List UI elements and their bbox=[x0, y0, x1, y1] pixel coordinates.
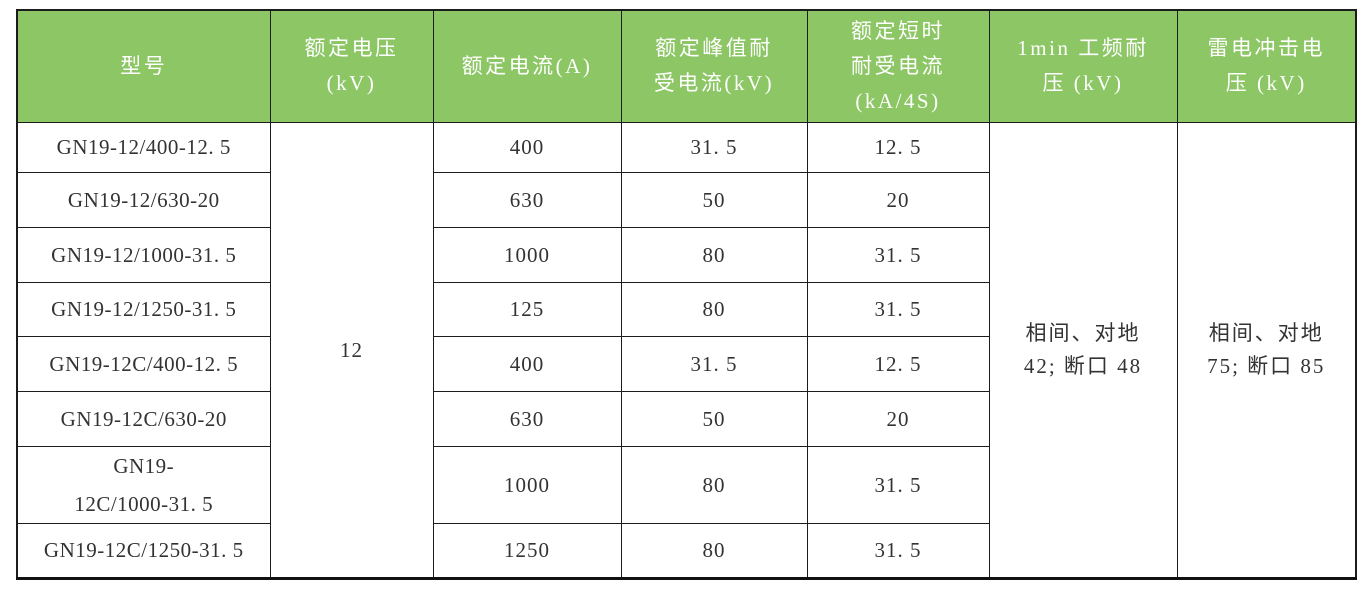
table-row: GN19-12C/1250-31. 5 1250 80 31. 5 bbox=[16, 522, 1356, 579]
rated-current-cell: 1000 bbox=[432, 226, 622, 283]
rated-current-cell: 630 bbox=[432, 171, 622, 228]
model-cell: GN19-12/1250-31. 5 bbox=[16, 281, 271, 337]
rated-current-cell: 125 bbox=[432, 281, 622, 337]
short-time-withstand-cell: 31. 5 bbox=[806, 226, 990, 283]
short-time-withstand-cell: 31. 5 bbox=[806, 281, 990, 337]
model-cell: GN19- 12C/1000-31. 5 bbox=[16, 445, 271, 524]
rated-current-cell: 400 bbox=[432, 335, 622, 392]
short-time-withstand-cell: 12. 5 bbox=[806, 121, 990, 173]
rated-current-cell: 1000 bbox=[432, 445, 622, 524]
peak-withstand-cell: 50 bbox=[620, 171, 808, 228]
rated-current-cell: 630 bbox=[432, 390, 622, 447]
rated-voltage-merged-cell: 12 bbox=[269, 121, 434, 579]
header-rated-current: 额定电流(A) bbox=[432, 9, 622, 123]
power-freq-merged-cell: 相间、对地 42; 断口 48 bbox=[988, 121, 1178, 579]
short-time-withstand-cell: 12. 5 bbox=[806, 335, 990, 392]
header-model: 型号 bbox=[16, 9, 271, 123]
header-lightning-impulse: 雷电冲击电 压 (kV) bbox=[1176, 9, 1357, 123]
table-row: GN19-12/630-20 630 50 20 bbox=[16, 171, 1356, 228]
header-row: 型号 额定电压 (kV) 额定电流(A) 额定峰值耐 受电流(kV) 额定短时 … bbox=[16, 9, 1357, 123]
table-row: GN19-12C/400-12. 5 400 31. 5 12. 5 bbox=[16, 335, 1356, 392]
peak-withstand-cell: 80 bbox=[620, 445, 808, 524]
header-peak-withstand: 额定峰值耐 受电流(kV) bbox=[620, 9, 808, 123]
model-cell: GN19-12/400-12. 5 bbox=[16, 121, 271, 173]
rated-current-cell: 400 bbox=[432, 121, 622, 173]
peak-withstand-cell: 80 bbox=[620, 226, 808, 283]
header-rated-voltage: 额定电压 (kV) bbox=[269, 9, 434, 123]
model-cell: GN19-12C/400-12. 5 bbox=[16, 335, 271, 392]
peak-withstand-cell: 50 bbox=[620, 390, 808, 447]
spec-table: 型号 额定电压 (kV) 额定电流(A) 额定峰值耐 受电流(kV) 额定短时 … bbox=[16, 9, 1357, 580]
table-row: GN19- 12C/1000-31. 5 1000 80 31. 5 bbox=[16, 445, 1356, 524]
short-time-withstand-cell: 20 bbox=[806, 390, 990, 447]
peak-withstand-cell: 80 bbox=[620, 522, 808, 579]
short-time-withstand-cell: 31. 5 bbox=[806, 445, 990, 524]
lightning-impulse-merged-cell: 相间、对地 75; 断口 85 bbox=[1176, 121, 1357, 579]
table-row: GN19-12C/630-20 630 50 20 bbox=[16, 390, 1356, 447]
peak-withstand-cell: 31. 5 bbox=[620, 121, 808, 173]
model-cell: GN19-12C/1250-31. 5 bbox=[16, 522, 271, 579]
peak-withstand-cell: 31. 5 bbox=[620, 335, 808, 392]
short-time-withstand-cell: 31. 5 bbox=[806, 522, 990, 579]
header-short-time-withstand: 额定短时 耐受电流 (kA/4S) bbox=[806, 9, 990, 123]
short-time-withstand-cell: 20 bbox=[806, 171, 990, 228]
table-row: GN19-12/1250-31. 5 125 80 31. 5 bbox=[16, 281, 1356, 337]
rated-current-cell: 1250 bbox=[432, 522, 622, 579]
model-cell: GN19-12/1000-31. 5 bbox=[16, 226, 271, 283]
model-cell: GN19-12C/630-20 bbox=[16, 390, 271, 447]
table-row: GN19-12/1000-31. 5 1000 80 31. 5 bbox=[16, 226, 1356, 283]
table-row: GN19-12/400-12. 5 12 400 31. 5 12. 5 相间、… bbox=[16, 121, 1357, 579]
header-power-freq-withstand: 1min 工频耐 压 (kV) bbox=[988, 9, 1178, 123]
peak-withstand-cell: 80 bbox=[620, 281, 808, 337]
model-cell: GN19-12/630-20 bbox=[16, 171, 271, 228]
